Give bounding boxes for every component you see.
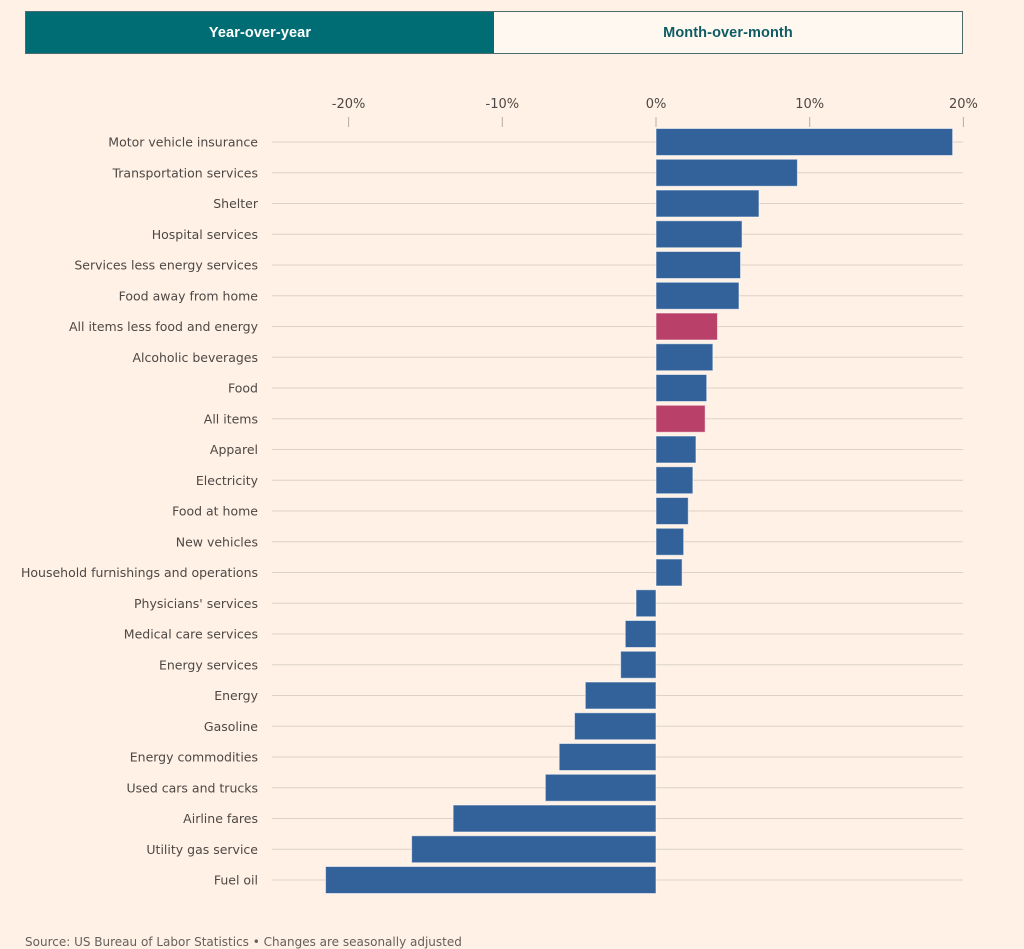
year-over-year-tab[interactable]: Year-over-year bbox=[26, 12, 494, 53]
category-label: Airline fares bbox=[183, 811, 258, 826]
category-label: Medical care services bbox=[124, 627, 258, 642]
bars: Motor vehicle insurance: 19.3%Transporta… bbox=[325, 128, 954, 894]
category-label: Food away from home bbox=[119, 288, 259, 303]
category-label: All items less food and energy bbox=[69, 319, 259, 334]
bar: Food: 3.3% bbox=[655, 374, 708, 402]
category-labels: Motor vehicle insurance Transportation se… bbox=[21, 135, 259, 888]
bar: Hospital services: 5.6% bbox=[655, 220, 743, 249]
bar: Apparel: 2.6% bbox=[655, 435, 697, 464]
bar: Energy services: -2.3% bbox=[620, 650, 657, 679]
category-label: Physicians' services bbox=[134, 596, 258, 611]
category-label: Food bbox=[228, 381, 258, 396]
bar-highlighted: All items less food and energy: 4% bbox=[655, 312, 718, 341]
category-label: Apparel bbox=[210, 442, 258, 457]
bar: Motor vehicle insurance: 19.3% bbox=[655, 128, 954, 156]
category-label: Used cars and trucks bbox=[127, 780, 259, 795]
x-tick-label: 10% bbox=[795, 97, 824, 112]
bar: Medical care services: -2% bbox=[624, 620, 657, 648]
category-label: Energy commodities bbox=[130, 750, 258, 765]
category-label: Utility gas service bbox=[146, 842, 258, 857]
x-axis: -20% -10% 0% 10% 20% bbox=[332, 97, 978, 127]
x-tick-label: -10% bbox=[486, 97, 520, 112]
category-label: Shelter bbox=[213, 196, 259, 211]
category-label: Hospital services bbox=[152, 227, 258, 242]
category-label: Alcoholic beverages bbox=[132, 350, 258, 365]
bar: Physicians' services: -1.3% bbox=[635, 589, 657, 618]
bar: Transportation services: 9.2% bbox=[655, 158, 798, 187]
category-label: Gasoline bbox=[204, 719, 258, 734]
x-tick-label: 0% bbox=[646, 97, 667, 112]
bar: Airline fares: -13.2% bbox=[452, 804, 657, 833]
category-label: Services less energy services bbox=[74, 258, 258, 273]
category-label: Food at home bbox=[172, 504, 258, 519]
bar: Shelter: 6.7% bbox=[655, 189, 760, 218]
bar-highlighted: All items: 3.2% bbox=[655, 404, 706, 433]
category-label: New vehicles bbox=[176, 534, 258, 549]
bar: Food at home: 2.1% bbox=[655, 497, 689, 525]
month-over-month-tab[interactable]: Month-over-month bbox=[494, 12, 962, 53]
bar: Services less energy services: 5.5% bbox=[655, 251, 742, 279]
bar: Alcoholic beverages: 3.7% bbox=[655, 343, 714, 372]
x-tick-label: -20% bbox=[332, 97, 366, 112]
bar: Fuel oil: -21.5% bbox=[325, 866, 657, 894]
category-label: Electricity bbox=[196, 473, 259, 488]
category-label: Fuel oil bbox=[214, 873, 258, 888]
bar: Household furnishings and operations: 1.… bbox=[655, 558, 683, 587]
period-toggle: Year-over-year Month-over-month bbox=[25, 11, 963, 54]
bar: Energy commodities: -6.3% bbox=[558, 743, 657, 771]
bar: Electricity: 2.4% bbox=[655, 466, 694, 495]
category-label: Energy services bbox=[159, 657, 258, 672]
bar: Used cars and trucks: -7.2% bbox=[544, 773, 657, 802]
bar: Energy: -4.6% bbox=[584, 681, 657, 710]
bar: Food away from home: 5.4% bbox=[655, 281, 740, 310]
bar: Utility gas service: -15.9% bbox=[411, 835, 657, 864]
category-label: All items bbox=[204, 411, 258, 426]
source-note: Source: US Bureau of Labor Statistics • … bbox=[25, 935, 462, 949]
category-label: Energy bbox=[214, 688, 258, 703]
category-label: Household furnishings and operations bbox=[21, 565, 258, 580]
category-label: Transportation services bbox=[111, 165, 258, 180]
category-label: Motor vehicle insurance bbox=[108, 135, 258, 150]
x-tick-label: 20% bbox=[949, 97, 978, 112]
bar: Gasoline: -5.3% bbox=[574, 712, 657, 741]
bar: New vehicles: 1.8% bbox=[655, 527, 685, 556]
